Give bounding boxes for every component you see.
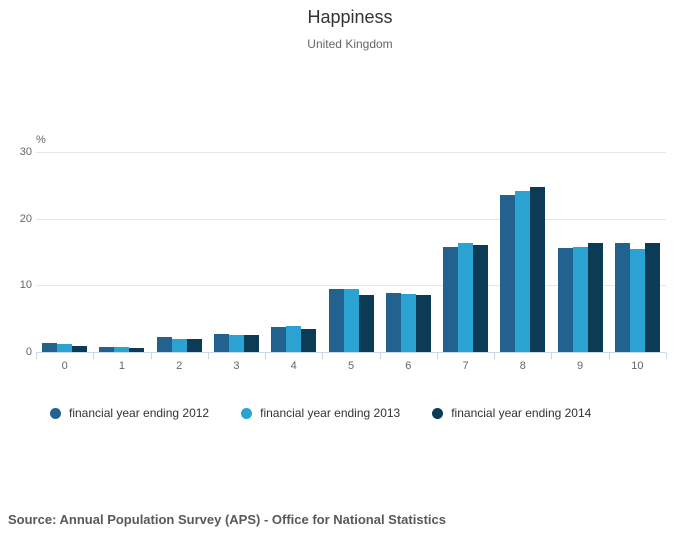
x-axis-tick	[608, 353, 610, 359]
bar[interactable]	[385, 293, 401, 352]
x-axis-category-label: 3	[233, 360, 240, 372]
bar[interactable]	[358, 295, 374, 352]
legend-series-marker-icon	[432, 407, 444, 419]
bar[interactable]	[72, 346, 88, 352]
x-axis-tick	[379, 353, 381, 359]
bar[interactable]	[400, 294, 416, 352]
x-axis-category-label: 1	[118, 360, 125, 372]
x-axis-tick	[322, 353, 324, 359]
x-axis-category-label: 5	[347, 360, 355, 372]
legend-item-financial-year-ending-2012[interactable]: financial year ending 2012	[50, 406, 209, 420]
bar[interactable]	[530, 187, 546, 352]
bar-group	[42, 152, 88, 352]
bar[interactable]	[587, 242, 603, 352]
x-axis-tick	[150, 353, 152, 359]
source-text: Source: Annual Population Survey (APS) -…	[8, 512, 446, 527]
bar[interactable]	[228, 335, 244, 352]
bar[interactable]	[458, 243, 474, 352]
bar-group	[557, 152, 603, 352]
bar[interactable]	[443, 246, 459, 352]
bar[interactable]	[271, 327, 287, 352]
x-axis-tick	[207, 353, 209, 359]
bar[interactable]	[99, 346, 115, 352]
bar-group	[614, 152, 660, 352]
chart-title: Happiness	[307, 7, 393, 27]
bar[interactable]	[515, 191, 531, 352]
y-axis-tick-label: 0	[25, 346, 32, 358]
legend-item-financial-year-ending-2013[interactable]: financial year ending 2013	[241, 406, 400, 420]
bar[interactable]	[415, 294, 431, 352]
x-axis-tick	[666, 353, 667, 359]
gridline	[36, 152, 666, 153]
bar-group	[500, 152, 546, 352]
bar[interactable]	[114, 346, 130, 352]
legend-series-marker-icon	[50, 407, 61, 419]
bar-group	[156, 152, 202, 352]
legend-series-marker-icon	[241, 407, 253, 419]
y-axis-tick-label: 20	[19, 212, 32, 225]
x-axis-tick	[436, 353, 438, 359]
legend-series-label: financial year ending 2014	[451, 406, 592, 420]
legend-item-financial-year-ending-2014[interactable]: financial year ending 2014	[432, 406, 591, 420]
legend-series-label: financial year ending 2012	[69, 406, 210, 420]
y-axis-tick-label: 10	[19, 279, 32, 292]
bar-group	[213, 152, 259, 352]
x-axis-category-label: 9	[577, 360, 584, 372]
bar[interactable]	[629, 249, 645, 352]
y-axis-unit-label: %	[36, 134, 46, 146]
legend-series-label: financial year ending 2013	[260, 406, 401, 420]
bar[interactable]	[171, 339, 187, 352]
bar[interactable]	[243, 335, 259, 352]
bar-group	[385, 152, 431, 352]
bar[interactable]	[301, 329, 317, 352]
bar[interactable]	[473, 245, 489, 352]
bar-group	[271, 152, 317, 352]
bar[interactable]	[286, 326, 302, 352]
x-axis-tick	[551, 353, 553, 359]
chart-subtitle: United Kingdom	[307, 37, 393, 51]
gridline	[36, 285, 666, 287]
bar[interactable]	[328, 289, 344, 352]
bar[interactable]	[614, 243, 630, 352]
bar[interactable]	[129, 348, 145, 352]
bar[interactable]	[644, 242, 660, 352]
bar[interactable]	[156, 337, 172, 352]
x-axis-line	[36, 352, 666, 353]
x-axis-category-label: 8	[519, 360, 526, 372]
x-axis-tick	[93, 353, 95, 359]
bar[interactable]	[213, 334, 229, 352]
bar[interactable]	[343, 289, 359, 352]
x-axis-category-label: 2	[176, 360, 183, 372]
x-axis-tick	[265, 353, 267, 359]
bar-group	[328, 152, 374, 352]
legend: financial year ending 2012 financial year…	[50, 406, 591, 420]
bar-group	[443, 152, 489, 352]
bar[interactable]	[57, 344, 73, 352]
x-axis-tick	[494, 353, 496, 359]
bar[interactable]	[557, 248, 573, 352]
bar[interactable]	[572, 247, 588, 352]
x-axis-category-label: 10	[631, 360, 644, 372]
x-axis-category-label: 7	[462, 360, 469, 372]
bar[interactable]	[500, 195, 516, 352]
bar[interactable]	[186, 338, 202, 352]
x-axis-category-label: 6	[405, 360, 412, 372]
bar-group	[99, 152, 145, 352]
x-axis-tick	[36, 353, 37, 359]
x-axis-category-label: 4	[290, 360, 297, 372]
x-axis-category-label: 0	[61, 360, 68, 372]
bar[interactable]	[42, 343, 58, 352]
gridline	[36, 218, 666, 220]
y-axis-tick-label: 30	[19, 146, 32, 158]
